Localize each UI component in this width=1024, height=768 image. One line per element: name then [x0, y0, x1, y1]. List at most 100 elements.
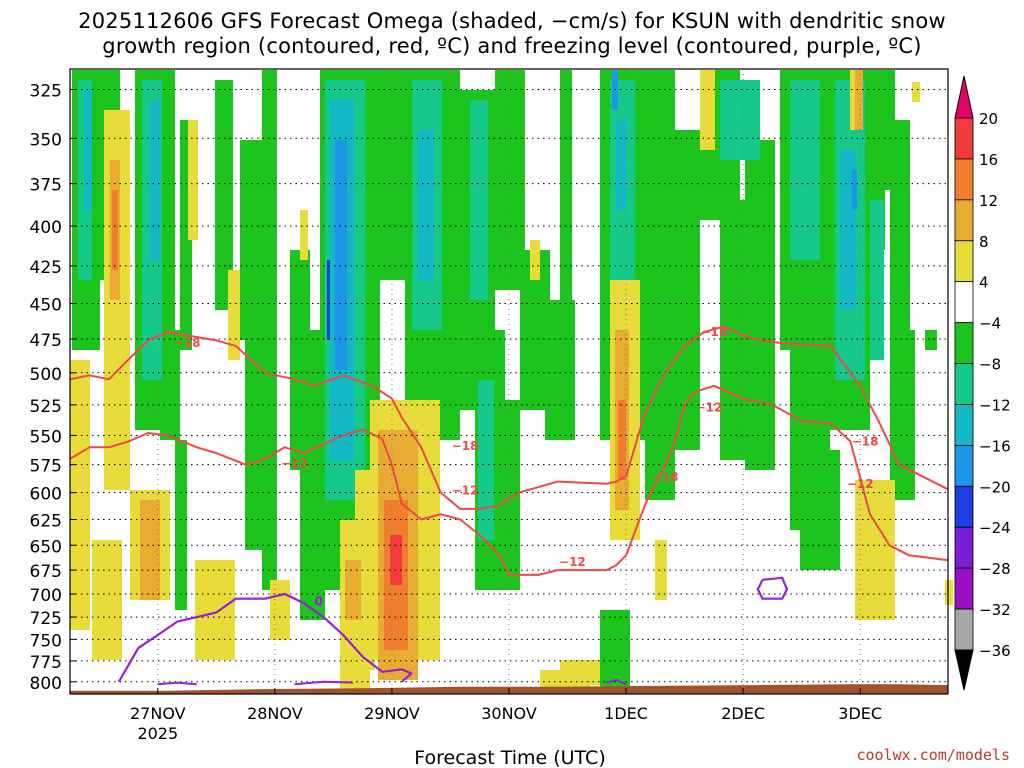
omega-region-teal [720, 80, 760, 160]
colorbar-swatch [954, 281, 974, 324]
omega-region-gold [855, 70, 863, 130]
y-tick-label: 500 [30, 365, 62, 385]
x-axis: 27NOV 28NOV 29NOV 30NOV 1DEC 2DEC 3DEC 2025 [130, 688, 882, 743]
omega-region-blue [852, 170, 857, 210]
colorbar-swatch [954, 485, 974, 528]
y-tick-label: 750 [30, 631, 62, 651]
x-tick-label: 3DEC [838, 704, 882, 723]
omega-region-yellow [530, 240, 540, 280]
omega-region-green [245, 300, 265, 550]
contour-label: −18 [700, 325, 727, 339]
y-tick-label: 700 [30, 586, 62, 606]
contour-label: 0 [315, 594, 323, 608]
omega-region-green [262, 70, 277, 590]
omega-region-cyan [418, 130, 434, 280]
colorbar-cap-top [954, 75, 974, 119]
colorbar-cap-bottom [954, 649, 974, 691]
omega-region-teal [478, 380, 494, 540]
x-tick-label: 1DEC [604, 704, 648, 723]
omega-region-blue [335, 140, 347, 370]
omega-region-yellow [655, 540, 667, 600]
omega-region-teal [790, 80, 820, 260]
omega-region-green [800, 450, 840, 570]
omega-region-cyan [150, 100, 160, 260]
y-tick-label: 525 [30, 397, 62, 417]
credit-link[interactable]: coolwx.com/models [856, 746, 1010, 764]
omega-region-green [925, 330, 937, 350]
omega-region-yellow [195, 560, 235, 660]
y-tick-label: 400 [30, 218, 62, 238]
omega-region-green [380, 70, 405, 280]
x-axis-label: Forecast Time (UTC) [414, 747, 605, 768]
y-tick-label: 625 [30, 511, 62, 531]
omega-region-green [160, 330, 180, 440]
y-tick-label: 575 [30, 457, 62, 477]
colorbar-label: −28 [979, 560, 1011, 578]
omega-region-yellow [855, 480, 895, 620]
contour-freezing-level-closed [756, 576, 789, 600]
omega-region-yellow [912, 82, 920, 102]
y-tick-label: 800 [30, 674, 62, 694]
x-tick-sublabel: 2025 [137, 724, 178, 743]
y-tick-label: 325 [30, 82, 62, 102]
colorbar-swatch [954, 444, 974, 487]
colorbar-swatch [954, 526, 974, 569]
omega-region-green [215, 80, 233, 310]
colorbar-swatch [954, 199, 974, 242]
omega-region-orange [618, 400, 626, 480]
x-tick-label: 30NOV [481, 704, 537, 723]
omega-region-green [500, 400, 520, 590]
colorbar-swatch [954, 567, 974, 610]
omega-region-teal [870, 200, 884, 360]
y-tick-label: 450 [30, 296, 62, 316]
x-tick-label: 2DEC [721, 704, 765, 723]
colorbar-swatch [954, 363, 974, 405]
colorbar-swatch [954, 608, 974, 651]
omega-region-green [175, 440, 187, 610]
contour-lines: −18 −12 −18 −12 −18 −12 −18 −12 −18 −12 0 [69, 325, 949, 686]
colorbar-swatch [954, 404, 974, 446]
chart-title-line2: growth region (contoured, red, ºC) and f… [102, 34, 922, 58]
omega-region-gold [345, 560, 361, 620]
omega-region-green [645, 70, 675, 500]
omega-region-darkblue [327, 260, 330, 340]
omega-region-yellow [270, 580, 290, 640]
colorbar-label: −16 [979, 437, 1011, 455]
y-tick-label: 425 [30, 258, 62, 278]
y-tick-label: 550 [30, 427, 62, 447]
omega-region-yellow [228, 270, 240, 360]
contour-label: −18 [174, 336, 201, 350]
contour-freezing-fragment [606, 679, 627, 686]
contour-label: −18 [852, 434, 879, 448]
colorbar-label: 12 [979, 192, 998, 210]
omega-region-yellow [70, 360, 90, 630]
omega-shading [70, 70, 953, 690]
x-tick-label: 28NOV [247, 704, 303, 723]
contour-freezing-fragment [157, 681, 197, 686]
colorbar-label: −20 [979, 478, 1011, 496]
contour-freezing-fragment [294, 680, 353, 686]
contour-label: −12 [559, 555, 586, 569]
y-tick-label: 725 [30, 609, 62, 629]
contour-label: −12 [281, 457, 308, 471]
omega-region-green [560, 70, 572, 300]
omega-region-yellow [188, 120, 198, 240]
x-tick-label: 27NOV [130, 704, 186, 723]
contour-minus12 [69, 384, 949, 576]
omega-region-teal [470, 100, 488, 300]
x-tick-label: 29NOV [364, 704, 420, 723]
colorbar: 20 16 12 8 4 −4 −8 −12 −16 −20 −24 −28 −32 −36 [954, 75, 1011, 691]
y-tick-label: 675 [30, 562, 62, 582]
omega-region-yellow [560, 660, 600, 685]
grid-lines [70, 69, 948, 694]
omega-region-orange [112, 190, 118, 270]
omega-region-yellow [700, 70, 715, 150]
y-tick-label: 350 [30, 130, 62, 150]
colorbar-label: −24 [979, 519, 1011, 537]
colorbar-label: −4 [979, 315, 1001, 333]
colorbar-label: 8 [979, 233, 989, 251]
y-axis: 325 350 375 400 425 450 475 500 525 550 575 600 625 6… [30, 82, 76, 694]
colorbar-swatch [954, 158, 974, 201]
colorbar-label: 20 [979, 110, 998, 128]
contour-label: −12 [847, 477, 874, 491]
